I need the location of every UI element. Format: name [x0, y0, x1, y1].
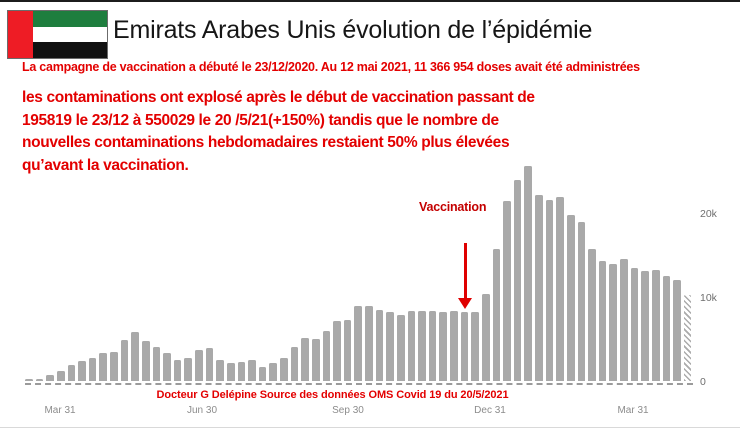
bar: [524, 166, 532, 381]
x-axis-tick-label: Dec 31: [474, 405, 506, 416]
bar: [248, 360, 256, 381]
bar: [216, 360, 224, 381]
x-axis-baseline: [25, 383, 693, 385]
uae-flag-icon: [7, 10, 108, 59]
y-axis-tick-label: 0: [700, 376, 706, 388]
bar: [354, 306, 362, 381]
bar: [620, 259, 628, 381]
bar: [673, 279, 681, 381]
x-axis-tick-label: Mar 31: [617, 405, 649, 416]
bar: [545, 199, 554, 381]
bar: [566, 215, 575, 381]
bar: [609, 264, 617, 381]
x-axis-tick-label: Mar 31: [44, 405, 76, 416]
commentary-line: 195819 le 23/12 à 550029 le 20 /5/21(+15…: [22, 111, 499, 129]
vaccination-arrowhead-icon: [458, 298, 472, 309]
bar: [141, 340, 150, 381]
bar: [407, 311, 416, 381]
bar: [577, 221, 586, 381]
vaccination-annotation-label: Vaccination: [419, 200, 487, 214]
bar: [301, 338, 309, 381]
bar: [343, 319, 352, 381]
bar: [481, 293, 490, 381]
bar: [333, 320, 341, 381]
bar: [46, 375, 54, 381]
bar: [492, 248, 501, 381]
bar: [163, 352, 171, 381]
vaccination-campaign-note: La campagne de vaccination a débuté le 2…: [22, 60, 640, 74]
bar: [120, 339, 129, 381]
bar: [258, 366, 267, 381]
bar: [556, 196, 564, 381]
bar: [630, 267, 639, 381]
bar: [428, 310, 437, 381]
bar: [280, 358, 288, 381]
bar: [226, 363, 235, 381]
bar: [471, 312, 479, 381]
vaccination-arrow-icon: [464, 243, 467, 299]
commentary-line: nouvelles contaminations hebdomadaires r…: [22, 134, 510, 151]
bar: [311, 339, 320, 381]
bar: [110, 351, 118, 381]
bar: [25, 378, 33, 381]
bar: [184, 358, 192, 381]
bar: [78, 360, 86, 381]
bar: [99, 353, 107, 381]
bar-current-week-hatched: [683, 294, 692, 381]
bar: [662, 276, 671, 381]
bar: [396, 314, 405, 381]
bar: [418, 310, 426, 381]
bar-plot-area: [25, 163, 692, 381]
commentary-line: les contaminations ont explosé après le …: [22, 89, 535, 106]
bar: [290, 346, 299, 381]
bar: [386, 312, 394, 381]
bar: [131, 332, 139, 381]
bar: [322, 330, 331, 381]
bar: [513, 179, 522, 381]
bar: [365, 305, 373, 381]
commentary-line: qu’avant la vaccination.: [22, 156, 189, 174]
flag-stripes: [33, 11, 107, 59]
bar: [651, 269, 660, 381]
bar: [535, 194, 543, 381]
bar: [460, 312, 469, 381]
bar: [88, 358, 97, 381]
bar: [237, 361, 246, 381]
bar: [503, 200, 511, 381]
flag-white-stripe: [33, 26, 107, 43]
bar: [598, 261, 607, 381]
bar: [375, 309, 384, 381]
x-axis-tick-label: Sep 30: [332, 405, 364, 416]
flag-black-stripe: [33, 42, 107, 59]
bar: [439, 312, 447, 381]
x-axis-tick-label: Jun 30: [186, 405, 218, 416]
bar: [67, 365, 76, 381]
page-title: Emirats Arabes Unis évolution de l’épidé…: [113, 16, 593, 44]
bar: [205, 348, 214, 381]
bar: [588, 249, 596, 381]
y-axis-tick-label: 20k: [700, 208, 717, 221]
flag-green-stripe: [33, 11, 107, 27]
bar: [173, 360, 182, 381]
source-credit: Docteur G Delépine Source des données OM…: [156, 389, 509, 401]
bar: [152, 347, 161, 381]
bar: [269, 363, 277, 381]
contaminations-commentary: les contaminations ont explosé après le …: [22, 87, 672, 177]
y-axis-tick-label: 10k: [700, 292, 717, 305]
bar: [195, 349, 203, 381]
bar: [450, 310, 458, 381]
bar: [35, 378, 44, 381]
bar: [641, 271, 649, 381]
bar: [56, 370, 65, 381]
flag-red-band: [8, 11, 33, 58]
